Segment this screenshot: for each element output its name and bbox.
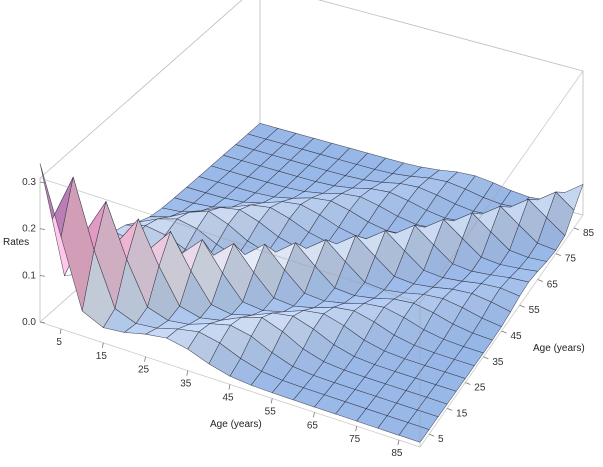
x-tick-mark <box>355 426 358 432</box>
x-tick-mark <box>144 356 146 362</box>
y-tick-mark <box>483 356 489 360</box>
x-tick-mark <box>397 439 400 446</box>
z-axis: 0.0 0.1 0.2 0.3 <box>22 177 46 328</box>
x-tick-label: 5 <box>56 337 62 348</box>
z-tick-label: 0.2 <box>22 224 36 235</box>
z-axis-title: Rates <box>3 237 29 248</box>
y-tick-label: 55 <box>529 305 541 316</box>
x-tick-mark <box>186 370 189 376</box>
surface <box>39 122 584 443</box>
box-edge-back <box>317 0 584 72</box>
y-tick-label: 5 <box>438 434 444 445</box>
x-tick-label: 55 <box>265 406 277 417</box>
z-tick-mark <box>39 181 46 184</box>
x-tick-label: 35 <box>180 379 192 390</box>
z-tick-mark <box>39 274 46 277</box>
y-tick-mark <box>555 253 561 257</box>
x-tick-mark <box>313 412 315 418</box>
x-tick-label: 85 <box>391 448 403 459</box>
box-edge-back <box>39 0 243 179</box>
box-edge-front <box>39 177 421 304</box>
y-tick-label: 75 <box>565 254 577 265</box>
y-axis: 5 15 25 35 45 55 65 75 85 <box>428 227 595 445</box>
x-tick-label: 25 <box>138 365 150 376</box>
y-tick-label: 25 <box>474 383 486 394</box>
x-tick-label: 75 <box>349 434 361 445</box>
x-tick-mark <box>228 384 231 390</box>
x-tick-label: 45 <box>222 393 234 404</box>
y-tick-label: 65 <box>547 279 559 290</box>
y-tick-mark <box>465 382 471 385</box>
z-tick-label: 0.0 <box>22 317 36 328</box>
y-axis-title: Age (years) <box>533 343 585 354</box>
x-axis-title: Age (years) <box>210 419 262 430</box>
x-tick-label: 15 <box>96 351 108 362</box>
box-edge-front <box>419 70 584 304</box>
y-tick-label: 15 <box>456 408 468 419</box>
y-tick-mark <box>537 279 543 282</box>
y-tick-label: 45 <box>511 331 523 342</box>
z-tick-label: 0.1 <box>22 270 36 281</box>
y-tick-label: 85 <box>583 228 595 239</box>
y-tick-mark <box>447 407 453 411</box>
y-tick-mark <box>519 304 525 308</box>
z-tick-mark <box>39 321 46 324</box>
x-tick-mark <box>101 342 104 348</box>
x-tick-mark <box>59 328 62 335</box>
x-tick-label: 65 <box>307 420 319 431</box>
y-tick-mark <box>573 227 580 231</box>
z-tick-label: 0.3 <box>22 177 36 188</box>
z-tick-mark <box>39 228 46 231</box>
y-tick-label: 35 <box>492 357 504 368</box>
y-tick-mark <box>501 330 507 334</box>
y-tick-mark <box>428 433 435 437</box>
x-axis: 5 15 25 35 45 55 65 75 85 <box>56 328 403 459</box>
x-tick-mark <box>270 398 273 404</box>
surface-patch <box>398 422 430 443</box>
